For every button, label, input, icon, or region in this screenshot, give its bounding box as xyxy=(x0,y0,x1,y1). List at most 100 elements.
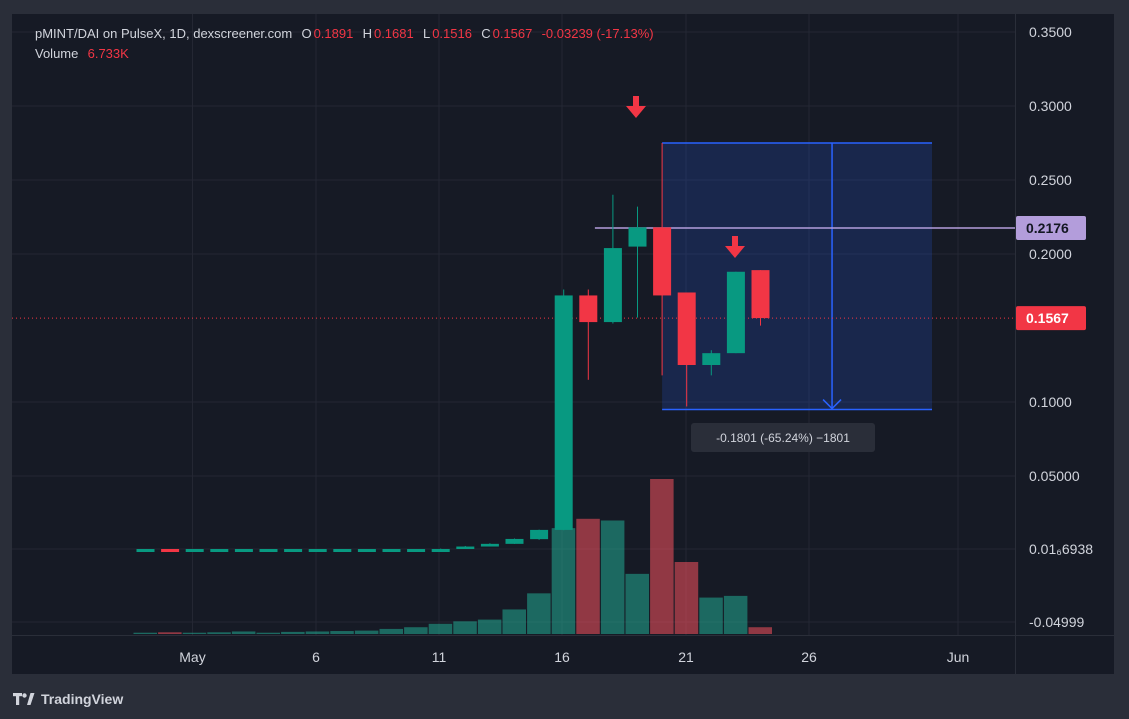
legend-low-label: L xyxy=(422,26,431,41)
candlestick-chart[interactable]: -0.1801 (-65.24%) −1801 0.3500 0.3000 0.250… xyxy=(12,14,1116,676)
time-tick-label: 11 xyxy=(432,649,447,665)
legend-ohlc: pMINT/DAI on PulseX, 1D, dexscreener.com… xyxy=(35,26,656,41)
volume-bar xyxy=(674,562,699,634)
volume-bar xyxy=(625,573,649,634)
measure-label: -0.1801 (-65.24%) −1801 xyxy=(716,431,850,445)
volume-bar xyxy=(576,518,600,634)
time-tick-label: 26 xyxy=(801,649,817,665)
legend-open-value: 0.1891 xyxy=(313,26,354,41)
candle xyxy=(579,289,598,380)
candle xyxy=(603,194,622,324)
last-price-tag: 0.1567 xyxy=(1026,310,1069,326)
legend-open-label: O xyxy=(301,26,312,41)
candle-body xyxy=(234,549,253,553)
candle xyxy=(259,549,278,553)
candle xyxy=(751,270,770,326)
tradingview-logo-icon xyxy=(13,693,35,705)
legend-high-value: 0.1681 xyxy=(373,26,414,41)
candle-body xyxy=(628,227,647,247)
measure-label-box xyxy=(691,423,875,452)
price-tick-label: 0.05000 xyxy=(1029,468,1080,484)
volume-bar xyxy=(354,630,379,634)
price-tick-label: 0.2500 xyxy=(1029,172,1072,188)
volume-bar xyxy=(158,632,182,634)
candle xyxy=(333,549,352,553)
tradingview-brand[interactable]: TradingView xyxy=(13,689,123,709)
legend-close-value: 0.1567 xyxy=(492,26,533,41)
price-tick-label: 0.01₆6938 xyxy=(1029,541,1093,557)
candle-body xyxy=(259,549,278,553)
candle-body xyxy=(284,549,303,553)
legend-symbol: pMINT/DAI on PulseX, 1D, dexscreener.com xyxy=(35,26,293,41)
legend-change: -0.03239 (-17.13%) xyxy=(541,26,654,41)
candle-body xyxy=(702,353,721,365)
candle xyxy=(136,549,155,553)
measure-box-fill xyxy=(662,143,932,410)
candle-body xyxy=(603,248,622,323)
candle-body xyxy=(382,549,401,553)
volume-bar xyxy=(305,631,330,634)
volume-bar xyxy=(428,623,453,634)
legend-volume: Volume 6.733K xyxy=(35,46,131,61)
candle xyxy=(161,549,180,553)
candle xyxy=(210,549,229,553)
volume-bar xyxy=(723,595,748,634)
measure-arrow-head xyxy=(822,399,842,410)
time-tick-label: 21 xyxy=(678,649,694,665)
time-tick-label: May xyxy=(179,649,205,665)
legend-low-value: 0.1516 xyxy=(432,26,472,41)
volume-bar xyxy=(281,631,305,634)
candles xyxy=(136,143,770,553)
sell-arrow-icon-head xyxy=(725,246,745,258)
candle xyxy=(382,549,401,553)
candle xyxy=(456,545,475,550)
candle-body xyxy=(579,295,598,323)
volume-bar xyxy=(502,609,526,634)
candle xyxy=(653,143,672,376)
volume-bar xyxy=(133,632,157,634)
candle-body xyxy=(407,549,426,553)
candle-body xyxy=(308,549,327,553)
candle xyxy=(234,549,253,553)
candle-body xyxy=(530,529,549,540)
candle-body xyxy=(161,549,180,553)
candle-body xyxy=(431,549,450,553)
time-tick-label: Jun xyxy=(947,649,970,665)
price-tick-label: 0.3000 xyxy=(1029,98,1072,114)
chart-panel[interactable]: -0.1801 (-65.24%) −1801 0.3500 0.3000 0.250… xyxy=(11,13,1116,676)
candle-body xyxy=(210,549,229,553)
candle xyxy=(185,549,204,553)
candle-body xyxy=(653,227,672,296)
candle xyxy=(357,549,376,553)
legend-high-label: H xyxy=(362,26,372,41)
candle xyxy=(505,538,524,544)
candle xyxy=(726,271,745,354)
time-tick-label: 6 xyxy=(312,649,320,665)
hline-price-tag-box xyxy=(1016,215,1086,240)
candle xyxy=(308,549,327,553)
candle-body xyxy=(505,538,524,544)
candle-body xyxy=(677,292,696,365)
volume-label: Volume xyxy=(35,46,79,61)
sell-arrow-icon-shaft xyxy=(732,236,738,247)
legend-close-label: C xyxy=(481,26,491,41)
volume-bar xyxy=(551,528,576,634)
sell-arrow-icon-head xyxy=(626,106,646,118)
candle xyxy=(431,548,450,553)
volume-bar xyxy=(477,619,502,634)
brand-name: TradingView xyxy=(41,691,124,707)
candle-body xyxy=(456,546,475,550)
volume-value: 6.733K xyxy=(87,46,129,61)
volume-bar xyxy=(748,627,772,634)
candle-body xyxy=(185,549,204,553)
candle-body xyxy=(480,543,499,547)
candle xyxy=(480,543,499,547)
volume-bar xyxy=(453,621,477,634)
candle xyxy=(702,350,721,376)
price-tick-label: 0.3500 xyxy=(1029,24,1072,40)
volume-bar xyxy=(404,627,428,634)
candle-body xyxy=(726,271,745,354)
candle-body xyxy=(554,295,573,530)
volume-bar xyxy=(650,479,674,634)
sell-arrow-icon-shaft xyxy=(633,96,639,107)
